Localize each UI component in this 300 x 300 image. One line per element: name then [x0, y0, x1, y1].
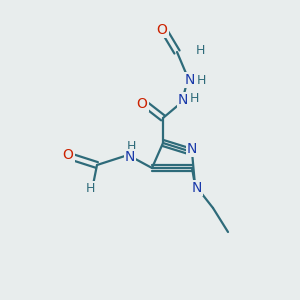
Text: H: H — [195, 44, 205, 56]
Text: N: N — [187, 142, 197, 156]
Text: O: O — [157, 23, 167, 37]
Text: H: H — [189, 92, 199, 106]
Text: H: H — [196, 74, 206, 88]
Text: O: O — [136, 97, 147, 111]
Text: H: H — [85, 182, 95, 194]
Text: N: N — [185, 73, 195, 87]
Text: N: N — [192, 181, 202, 195]
Text: O: O — [63, 148, 74, 162]
Text: N: N — [125, 150, 135, 164]
Text: H: H — [126, 140, 136, 154]
Text: N: N — [178, 93, 188, 107]
